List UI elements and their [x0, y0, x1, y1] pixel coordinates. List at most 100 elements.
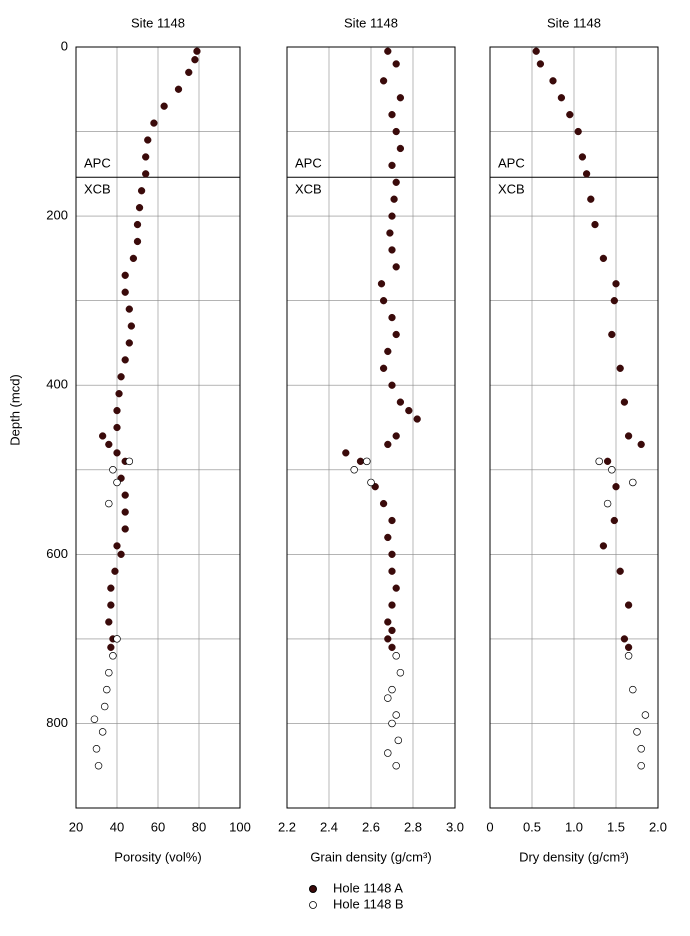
x-tick-label: 1.5 — [607, 819, 625, 834]
point — [125, 457, 134, 466]
x-axis-label: Porosity (vol%) — [114, 849, 201, 864]
legend-label: Hole 1148 B — [333, 896, 404, 911]
plot-frame — [75, 46, 241, 809]
point — [379, 364, 388, 372]
point — [113, 423, 121, 432]
x-tick-label: 2.4 — [320, 819, 338, 834]
y-tick-label: 800 — [46, 715, 68, 730]
point — [392, 432, 400, 440]
point — [388, 381, 396, 389]
point — [532, 47, 540, 55]
point — [599, 542, 608, 550]
x-tick-label: 0.5 — [523, 819, 541, 834]
x-tick-label: 100 — [229, 819, 251, 834]
point — [599, 254, 608, 263]
point — [392, 584, 400, 592]
point — [396, 144, 405, 153]
point — [125, 339, 133, 347]
point — [620, 635, 629, 643]
point — [388, 161, 396, 170]
point — [616, 567, 624, 575]
x-tick-label: 40 — [110, 819, 124, 834]
annotation: XCB — [295, 182, 322, 197]
x-axis-label: Grain density (g/cm³) — [310, 849, 431, 864]
x-tick-label: 2.2 — [278, 819, 296, 834]
point — [388, 601, 396, 609]
point — [107, 601, 115, 609]
x-tick-label: 60 — [151, 819, 165, 834]
point — [379, 297, 388, 305]
point — [612, 483, 620, 491]
point — [388, 643, 396, 651]
point — [396, 94, 405, 102]
point — [388, 685, 396, 694]
point — [392, 711, 400, 719]
point — [356, 457, 365, 465]
point — [603, 457, 612, 465]
point — [121, 525, 129, 533]
point — [99, 432, 107, 440]
panel-title: Site 1148 — [344, 15, 398, 30]
point — [388, 246, 396, 254]
point — [624, 643, 633, 651]
y-tick-label: 600 — [46, 546, 68, 561]
point — [191, 56, 199, 64]
y-axis-label: Depth (mcd) — [7, 374, 22, 446]
point — [629, 478, 637, 487]
annotation: APC — [295, 156, 322, 171]
point — [610, 516, 618, 525]
point — [388, 110, 396, 119]
point — [388, 626, 396, 635]
annotation: APC — [84, 156, 111, 171]
x-tick-label: 1.0 — [565, 819, 583, 834]
point — [388, 550, 396, 558]
point — [603, 499, 612, 508]
point — [595, 457, 603, 466]
plot-frame — [286, 46, 456, 809]
point — [379, 77, 388, 85]
point — [121, 288, 129, 296]
point — [115, 390, 123, 398]
point — [392, 652, 400, 660]
legend-marker — [309, 901, 317, 909]
point — [392, 263, 400, 271]
point — [612, 280, 620, 288]
point — [388, 516, 396, 525]
point — [637, 761, 645, 770]
point — [342, 449, 350, 457]
point — [388, 313, 396, 322]
point — [536, 60, 545, 68]
point — [125, 305, 133, 313]
point — [121, 508, 129, 516]
point — [405, 406, 413, 415]
point — [107, 643, 115, 651]
point — [637, 440, 645, 449]
point — [142, 170, 150, 178]
point — [109, 466, 117, 474]
point — [413, 415, 421, 423]
point — [111, 567, 119, 575]
point — [107, 584, 115, 592]
point — [620, 398, 629, 406]
x-tick-label: 20 — [69, 819, 83, 834]
point — [384, 635, 392, 643]
point — [105, 440, 113, 449]
point — [388, 567, 396, 575]
point — [160, 102, 168, 110]
point — [637, 745, 645, 753]
point — [90, 715, 99, 723]
point — [105, 668, 113, 677]
x-axis-label: Dry density (g/cm³) — [519, 849, 629, 864]
point — [384, 347, 392, 356]
annotation: APC — [498, 156, 525, 171]
point — [113, 449, 121, 457]
point — [133, 237, 142, 246]
point — [624, 432, 633, 440]
point — [608, 330, 616, 339]
point — [396, 668, 405, 677]
point — [117, 550, 125, 558]
y-tick-label: 0 — [61, 38, 68, 53]
point — [121, 356, 129, 364]
point — [624, 652, 633, 660]
